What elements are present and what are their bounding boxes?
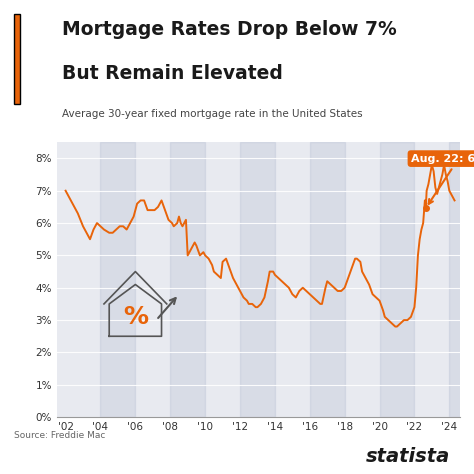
Text: statista: statista bbox=[366, 447, 450, 466]
Text: Source: Freddie Mac: Source: Freddie Mac bbox=[14, 431, 106, 440]
Bar bbox=[310, 142, 345, 417]
Text: Average 30-year fixed mortgage rate in the United States: Average 30-year fixed mortgage rate in t… bbox=[62, 109, 362, 119]
Bar bbox=[380, 142, 414, 417]
Text: But Remain Elevated: But Remain Elevated bbox=[62, 64, 283, 82]
Text: Aug. 22: 6.46%: Aug. 22: 6.46% bbox=[411, 154, 474, 204]
Bar bbox=[449, 142, 474, 417]
Text: Mortgage Rates Drop Below 7%: Mortgage Rates Drop Below 7% bbox=[62, 20, 396, 39]
Bar bbox=[170, 142, 205, 417]
Bar bbox=[240, 142, 275, 417]
Bar bbox=[100, 142, 136, 417]
Text: %: % bbox=[123, 305, 148, 329]
